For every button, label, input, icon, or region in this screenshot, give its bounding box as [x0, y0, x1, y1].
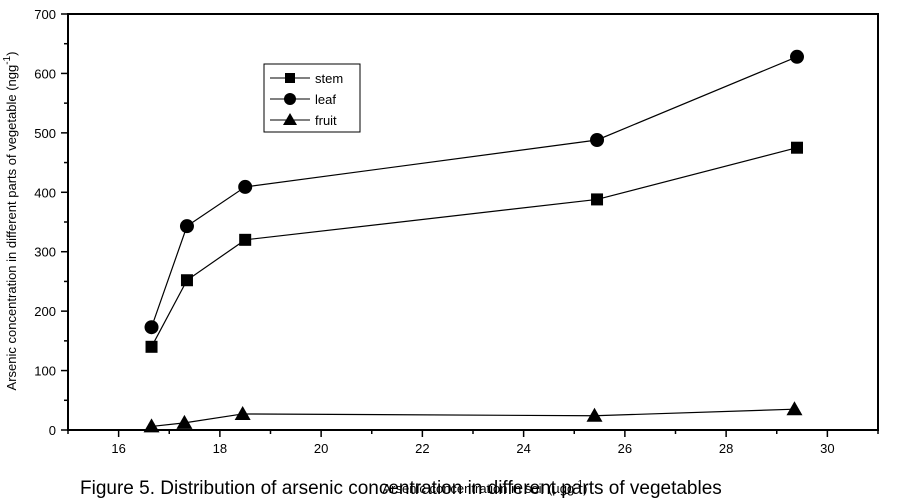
- series-layer: [143, 49, 804, 433]
- legend-label-leaf: leaf: [315, 92, 336, 107]
- leaf-point: [238, 179, 253, 194]
- stem-point: [180, 274, 193, 287]
- x-tick-label: 28: [719, 441, 733, 456]
- stem-point: [145, 340, 158, 353]
- y-tick-label: 0: [49, 423, 56, 438]
- y-tick-label: 600: [34, 66, 56, 81]
- stem-point: [791, 141, 803, 154]
- legend-label-stem: stem: [315, 71, 343, 86]
- x-axis-title: Arsenic concentration in soil (µgg-1): [383, 479, 588, 496]
- legend-marker-stem: [285, 73, 295, 83]
- leaf-point: [790, 49, 804, 64]
- x-tick-label: 22: [415, 441, 429, 456]
- y-tick-label: 300: [34, 245, 56, 260]
- series-leaf: [144, 49, 804, 335]
- y-tick-label: 200: [34, 304, 56, 319]
- legend: stem leaf fruit: [263, 63, 361, 133]
- y-axis-title: Arsenic concentration in different parts…: [2, 52, 19, 391]
- series-stem: [145, 141, 803, 353]
- stem-point: [239, 233, 252, 246]
- stem-line: [151, 147, 798, 348]
- series-fruit: [143, 401, 803, 433]
- fruit-point: [586, 407, 603, 422]
- y-tick-label: 700: [34, 7, 56, 22]
- legend-marker-fruit: [283, 113, 297, 125]
- y-tick-label: 500: [34, 126, 56, 141]
- fruit-point: [176, 414, 193, 429]
- fruit-point: [786, 401, 803, 416]
- leaf-point: [590, 132, 605, 147]
- x-tick-label: 26: [618, 441, 632, 456]
- leaf-point: [179, 219, 194, 234]
- fruit-point: [143, 418, 160, 433]
- figure-caption: Figure 5. Distribution of arsenic concen…: [80, 478, 722, 499]
- y-tick-label: 400: [34, 185, 56, 200]
- legend-label-fruit: fruit: [315, 113, 337, 128]
- x-tick-label: 18: [213, 441, 227, 456]
- y-tick-label: 100: [34, 364, 56, 379]
- fruit-point: [234, 405, 251, 420]
- x-tick-label: 30: [820, 441, 834, 456]
- x-tick-label: 20: [314, 441, 328, 456]
- leaf-point: [144, 320, 159, 335]
- x-tick-label: 16: [111, 441, 125, 456]
- legend-marker-leaf: [284, 93, 296, 105]
- x-tick-label: 24: [516, 441, 530, 456]
- stem-point: [591, 193, 604, 206]
- legend-box: [263, 63, 361, 133]
